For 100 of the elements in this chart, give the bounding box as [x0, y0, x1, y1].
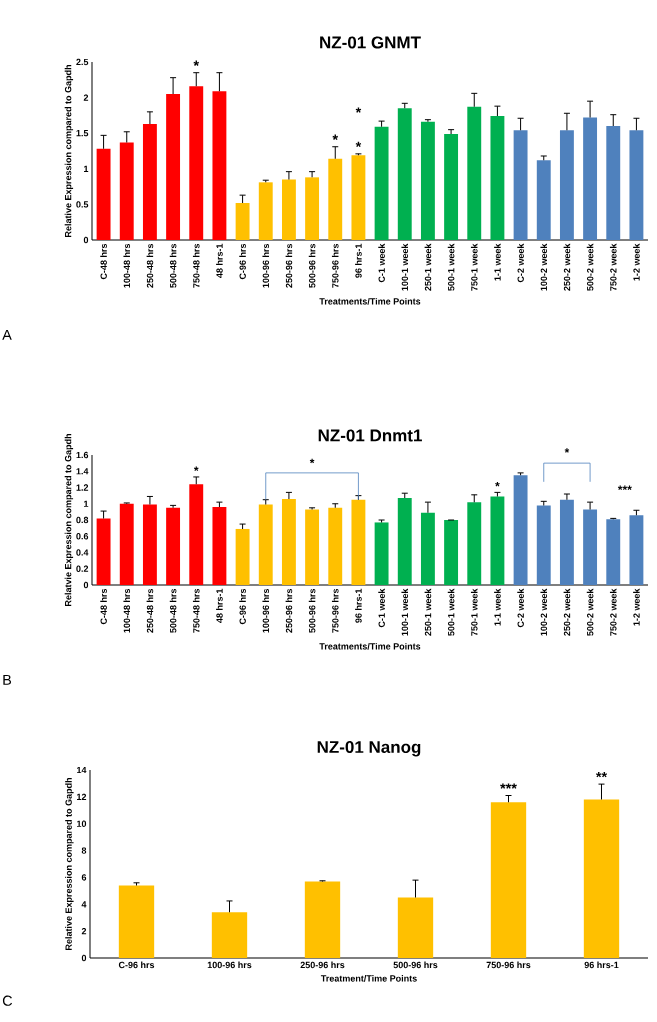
x-tick-label: 48 hrs-1	[216, 588, 223, 623]
x-tick-label: 750-96 hrs	[331, 243, 339, 288]
text: B	[3, 674, 12, 685]
text: *	[564, 448, 570, 453]
x-tick-label: 250-96 hrs	[300, 961, 345, 969]
y-tick-label: 2	[83, 94, 89, 101]
x-tick-label: 750-2 week	[609, 588, 617, 636]
bar	[536, 160, 551, 240]
x-tick-label: 1-1 week	[494, 243, 501, 281]
annotation: *	[193, 466, 199, 471]
bar	[513, 130, 528, 240]
text: C	[2, 995, 13, 1006]
bar	[328, 507, 343, 586]
annotation: *	[355, 141, 362, 148]
y-tick-label: 8	[81, 847, 87, 854]
bar	[96, 518, 111, 586]
bar	[258, 182, 273, 240]
bar	[351, 499, 366, 586]
x-tick-label: 100-96 hrs	[207, 961, 252, 969]
y-tick-label: 6	[81, 874, 87, 881]
x-axis-title: Treatment/Time Points	[320, 975, 417, 982]
annotation: *	[495, 481, 500, 487]
x-tick-label: 500-2 week	[586, 588, 594, 636]
x-tick-label: 100-48 hrs	[123, 588, 131, 633]
bar	[490, 802, 527, 959]
bar	[212, 91, 227, 240]
bar	[305, 509, 320, 586]
x-tick-label: 250-2 week	[563, 243, 571, 291]
bar	[629, 515, 644, 586]
y-axis-title: Relative Expression compared to Gapdh	[64, 65, 74, 237]
bar	[397, 897, 434, 959]
y-tick-label: 2.5	[76, 58, 89, 66]
bar	[606, 519, 621, 586]
bar	[606, 126, 621, 240]
x-tick-label: 100-96 hrs	[262, 588, 270, 633]
x-tick-label: 500-1 week	[447, 588, 455, 636]
x-tick-label: 1-2 week	[633, 588, 640, 626]
y-tick-label: 10	[77, 820, 87, 827]
text: A	[2, 329, 12, 340]
x-tick-label: 750-48 hrs	[192, 588, 200, 633]
bar	[304, 881, 341, 959]
x-tick-label: 750-1 week	[470, 588, 478, 636]
x-tick-label: 250-48 hrs	[146, 588, 154, 633]
x-tick-label: 100-2 week	[540, 243, 548, 291]
y-tick-label: 1	[84, 500, 89, 507]
x-axis-title: Treatments/Time Points	[319, 642, 421, 650]
x-tick-label: 100-48 hrs	[123, 243, 131, 288]
y-tick-label: 0.6	[76, 533, 89, 540]
bar	[305, 177, 320, 240]
y-tick-label: 14	[77, 766, 87, 774]
bar	[374, 522, 389, 586]
bar	[142, 123, 157, 240]
y-tick-label: 0.8	[76, 516, 89, 524]
y-tick-label: 0	[83, 581, 89, 589]
bar	[96, 148, 111, 240]
x-tick-label: 750-48 hrs	[192, 243, 200, 288]
x-tick-label: C-96 hrs	[239, 243, 246, 280]
x-tick-label: 1-2 week	[633, 243, 640, 281]
y-tick-label: 2	[81, 928, 87, 935]
bar	[397, 498, 412, 586]
bar	[397, 108, 412, 240]
bar	[119, 142, 134, 240]
annotation: ***	[617, 485, 632, 491]
x-tick-label: 48 hrs-1	[216, 243, 223, 278]
y-tick-label: 1.5	[76, 130, 89, 137]
x-tick-label: 250-1 week	[424, 588, 432, 636]
bar	[536, 505, 551, 586]
y-tick-label: 12	[77, 793, 87, 801]
bar	[189, 484, 204, 586]
bar	[444, 133, 459, 240]
x-tick-label: 96 hrs-1	[584, 961, 619, 969]
x-tick-label: 500-48 hrs	[169, 588, 177, 633]
x-tick-label: 500-96 hrs	[308, 588, 316, 633]
x-tick-label: C-48 hrs	[100, 243, 107, 280]
chart-title: NZ-01 Nanog	[317, 741, 421, 757]
bar	[119, 503, 134, 586]
y-tick-label: 1	[84, 165, 89, 172]
x-tick-label: 750-2 week	[609, 243, 617, 291]
bar	[281, 179, 296, 240]
bar	[142, 504, 157, 586]
x-tick-label: 96 hrs-1	[355, 588, 362, 623]
bar	[420, 121, 435, 240]
bar	[467, 502, 482, 586]
bar	[281, 498, 296, 586]
x-tick-label: C-2 week	[517, 588, 524, 628]
bar	[583, 117, 598, 240]
chart-title: NZ-01 GNMT	[320, 36, 421, 49]
y-tick-label: 4	[81, 901, 87, 908]
bar	[629, 130, 644, 240]
bar	[490, 496, 505, 586]
bar	[583, 799, 620, 959]
annotation: *	[355, 107, 362, 113]
bar	[420, 512, 435, 586]
x-tick-label: 250-96 hrs	[285, 243, 293, 288]
bar	[444, 520, 459, 586]
x-tick-label: 750-1 week	[470, 243, 478, 291]
x-tick-label: 1-1 week	[494, 588, 501, 626]
bar	[351, 155, 366, 240]
x-tick-label: 250-48 hrs	[146, 243, 154, 288]
bar	[583, 509, 598, 586]
